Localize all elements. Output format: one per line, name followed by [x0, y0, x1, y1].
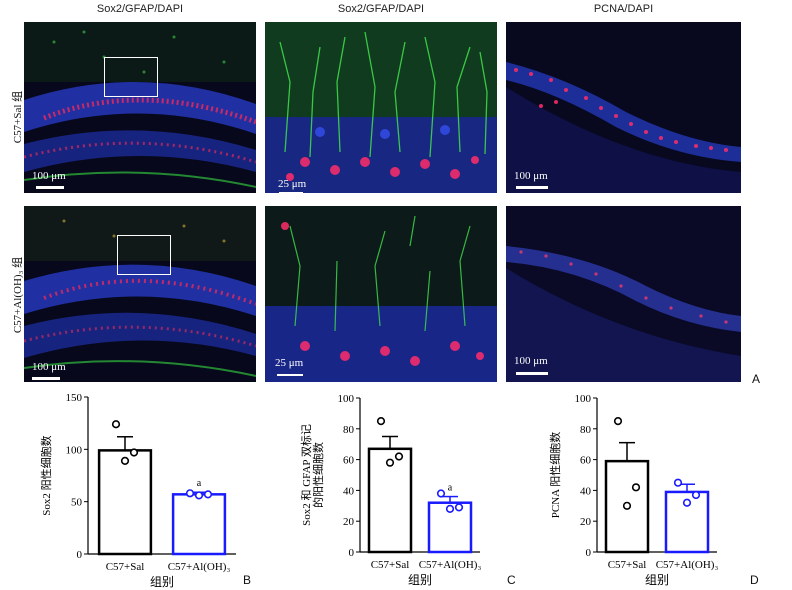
column-title-2: Sox2/GFAP/DAPI [337, 3, 425, 15]
scale-bar [36, 186, 64, 189]
scale-bar [32, 377, 60, 380]
x-axis-label: 组别 [150, 575, 174, 589]
scale-bar-label: 25 μm [278, 178, 307, 190]
data-point [394, 452, 404, 461]
y-tick-label: 0 [349, 547, 355, 559]
data-point [129, 448, 139, 457]
scale-bar-label: 25 μm [275, 357, 304, 369]
chart-d: 0 20 40 60 80 100 C57+Sal C57+Al(OH)₃ 组别 PCNA 阳性细… [548, 393, 719, 587]
chart-c: 0 20 40 60 80 100 C57+Sal a C57+Al(OH)₃ 组别 Sox2 和 … [299, 393, 482, 587]
data-point [194, 491, 204, 500]
micrograph-sal-sox2-gfap-high: 25 μm [265, 22, 497, 193]
scale-bar-label: 100 μm [32, 170, 66, 182]
x-axis-label: 组别 [408, 573, 432, 587]
data-point [613, 417, 623, 426]
bar [97, 449, 153, 556]
data-point [385, 458, 395, 467]
data-point [691, 490, 701, 500]
micrograph-aloh3-pcna: 100 μm [506, 206, 741, 382]
y-tick-label: 20 [343, 516, 355, 528]
data-point [436, 489, 446, 498]
data-point [673, 478, 683, 487]
y-axis-label: PCNA 阳性细胞数 [548, 432, 562, 519]
scale-bar [516, 372, 548, 375]
y-axis-label: 的阳性细胞数 [311, 442, 325, 508]
x-tick-label: C57+Al(OH)₃ [419, 559, 482, 571]
y-tick-label: 50 [71, 497, 83, 509]
x-tick-label: C57+Al(OH)₃ [656, 559, 719, 571]
row-label-sal: C57+Sal 组 [12, 90, 24, 144]
x-tick-label: C57+Sal [106, 561, 145, 573]
y-tick-label: 60 [343, 455, 355, 467]
y-tick-label: 0 [77, 549, 83, 561]
y-tick-label: 100 [66, 444, 83, 456]
y-tick-label: 40 [343, 485, 355, 497]
y-tick-label: 100 [338, 393, 355, 405]
x-axis-label: 组别 [645, 573, 669, 587]
data-point [120, 456, 130, 465]
x-tick-label: C57+Sal [608, 559, 647, 571]
y-tick-label: 150 [66, 392, 83, 404]
y-axis-label: Sox2 和 GFAP 双标记 [299, 424, 313, 526]
x-tick-label: C57+Sal [371, 559, 410, 571]
chart-b: 0 50 100 150 C57+Sal a C57+Al(OH)₃ 组别 Sox2 阳性细胞数 [39, 392, 236, 589]
data-point [682, 498, 692, 507]
y-tick-label: 20 [580, 516, 592, 528]
micrograph-aloh3-sox2-gfap-low: 100 μm [24, 206, 256, 382]
y-axis-label: Sox2 阳性细胞数 [39, 435, 53, 515]
significance-mark: a [448, 483, 453, 494]
y-tick-label: 60 [580, 455, 592, 467]
y-tick-label: 80 [343, 424, 355, 436]
column-title-1: Sox2/GFAP/DAPI [96, 3, 184, 15]
data-point [111, 420, 121, 429]
roi-box [117, 235, 171, 275]
scale-bar-label: 100 μm [514, 170, 548, 182]
micrograph-sal-sox2-gfap-low: 100 μm [24, 22, 256, 193]
significance-mark: a [197, 478, 202, 489]
data-point [376, 417, 386, 426]
scale-bar [277, 374, 303, 376]
column-title-3: PCNA/DAPI [593, 3, 654, 15]
data-point [185, 489, 195, 498]
scale-bar-label: 100 μm [514, 355, 548, 367]
scale-bar-label: 100 μm [32, 361, 66, 373]
micrograph-sal-pcna: 100 μm [506, 22, 741, 193]
data-point [454, 503, 464, 512]
row-label-aloh3: C57+Al(OH)₃ 组 [12, 256, 24, 334]
x-tick-label: C57+Al(OH)₃ [168, 561, 231, 573]
panel-letter-a: A [752, 372, 761, 386]
scale-bar [279, 192, 303, 193]
bar [171, 493, 227, 556]
data-point [445, 504, 455, 513]
data-point [203, 490, 213, 499]
y-tick-label: 100 [575, 393, 592, 405]
y-tick-label: 80 [580, 424, 592, 436]
y-tick-label: 40 [580, 485, 592, 497]
y-tick-label: 0 [586, 547, 592, 559]
scale-bar [516, 186, 548, 189]
data-point [622, 501, 632, 510]
panel-letter-b: B [243, 573, 252, 587]
panel-letter-c: C [507, 573, 516, 587]
panel-letter-d: D [750, 573, 759, 587]
micrograph-aloh3-sox2-gfap-high: 25 μm [265, 206, 497, 382]
roi-box [104, 57, 158, 97]
data-point [631, 483, 641, 492]
